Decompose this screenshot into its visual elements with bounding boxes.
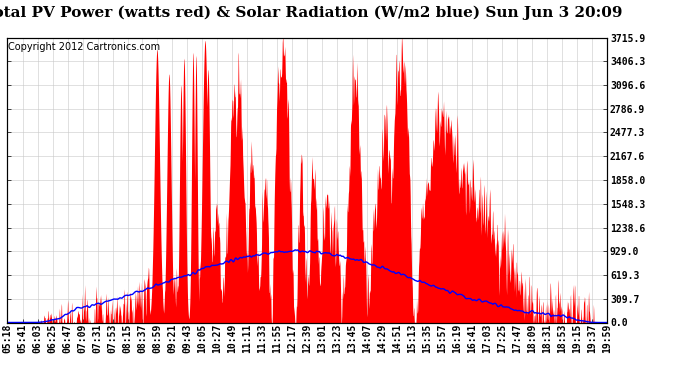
Text: Total PV Power (watts red) & Solar Radiation (W/m2 blue) Sun Jun 3 20:09: Total PV Power (watts red) & Solar Radia… (0, 6, 623, 20)
Text: Copyright 2012 Cartronics.com: Copyright 2012 Cartronics.com (8, 42, 160, 52)
